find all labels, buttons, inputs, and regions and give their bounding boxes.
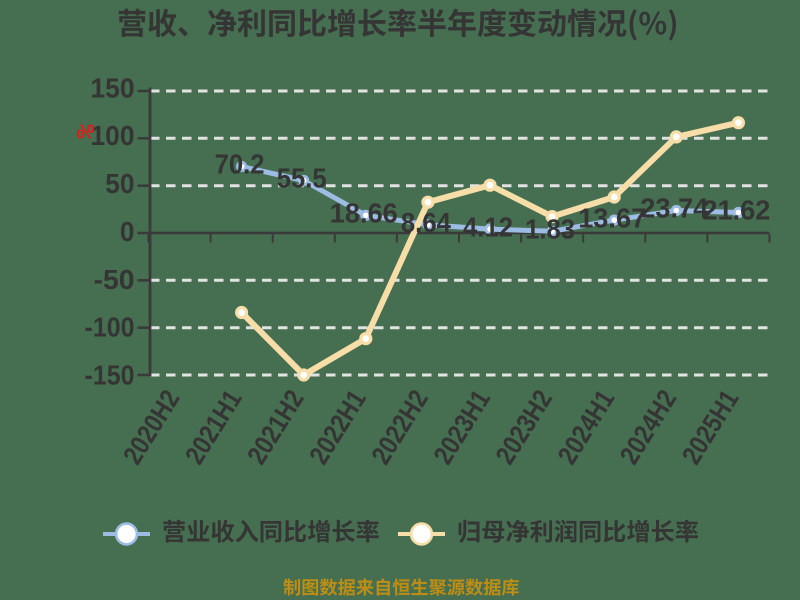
- svg-text:100: 100: [91, 120, 135, 151]
- svg-text:23.74: 23.74: [640, 193, 708, 224]
- svg-text:-150: -150: [85, 360, 135, 391]
- svg-text:1.83: 1.83: [525, 214, 575, 245]
- svg-text:13.67: 13.67: [578, 202, 646, 233]
- svg-text:18.66: 18.66: [330, 198, 398, 229]
- svg-text:55.5: 55.5: [277, 163, 327, 194]
- svg-text:%: %: [76, 121, 94, 144]
- svg-text:8.64: 8.64: [401, 207, 451, 238]
- svg-text:4.12: 4.12: [463, 211, 513, 242]
- svg-text:0: 0: [120, 216, 135, 247]
- svg-text:21.62: 21.62: [702, 195, 770, 226]
- svg-text:150: 150: [91, 72, 135, 103]
- svg-text:-50: -50: [94, 264, 135, 295]
- svg-text:50: 50: [105, 168, 134, 199]
- svg-text:70.2: 70.2: [215, 149, 265, 180]
- svg-text:-100: -100: [85, 312, 135, 343]
